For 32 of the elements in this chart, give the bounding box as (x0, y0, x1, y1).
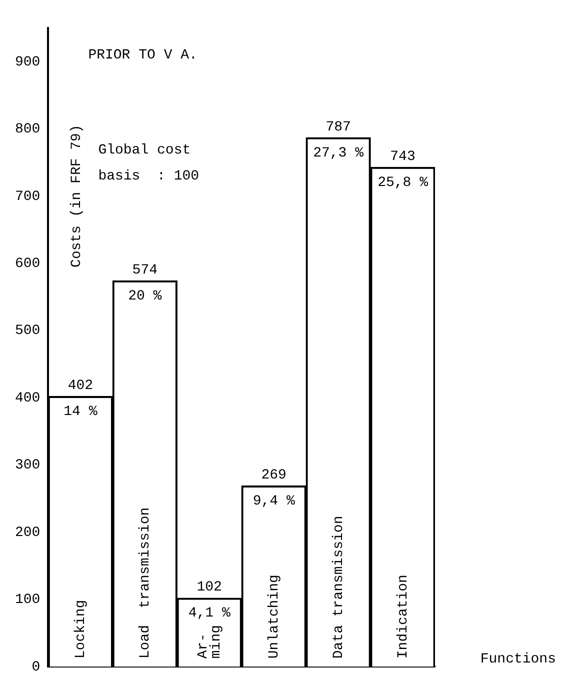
x-tick-label: Unlatching (266, 574, 283, 659)
y-tick-label: 400 (14, 390, 40, 406)
y-axis-title: Costs (in FRF 79) (68, 124, 85, 268)
annotation: Global cost basis : 100 (98, 142, 200, 185)
y-tick-label: 800 (14, 122, 40, 138)
data-label: 743 (390, 148, 416, 165)
annotation: 20 % (128, 288, 162, 304)
annotation: PRIOR TO V A. (88, 48, 198, 64)
annotation: 14 % (64, 404, 98, 420)
annotation: 27,3 % (313, 145, 364, 162)
y-tick-label: 600 (14, 256, 40, 272)
annotation: 4,1 % (188, 606, 231, 622)
y-tick-label: 700 (14, 188, 40, 205)
annotation: 25,8 % (378, 174, 429, 191)
x-axis-title: Functions (480, 651, 556, 668)
x-tick-label: Ar- ming (196, 624, 225, 659)
y-tick-label: 300 (14, 458, 40, 474)
y-tick-label: 0 (32, 659, 40, 676)
y-tick-label: 900 (14, 54, 40, 70)
data-label: 269 (261, 467, 286, 484)
y-tick-label: 200 (14, 524, 40, 541)
x-tick-label: Locking (73, 600, 90, 659)
data-label: 102 (196, 580, 222, 596)
annotation: 9,4 % (252, 493, 296, 510)
y-tick-label: 500 (14, 323, 40, 340)
data-label: 402 (68, 378, 94, 394)
data-label: 787 (326, 119, 351, 136)
x-tick-label: Indication (395, 574, 412, 659)
y-tick-label: 100 (14, 592, 40, 608)
x-tick-label: Data transmission (331, 516, 348, 659)
data-label: 574 (132, 262, 158, 278)
x-tick-label: Load transmission (138, 507, 154, 659)
